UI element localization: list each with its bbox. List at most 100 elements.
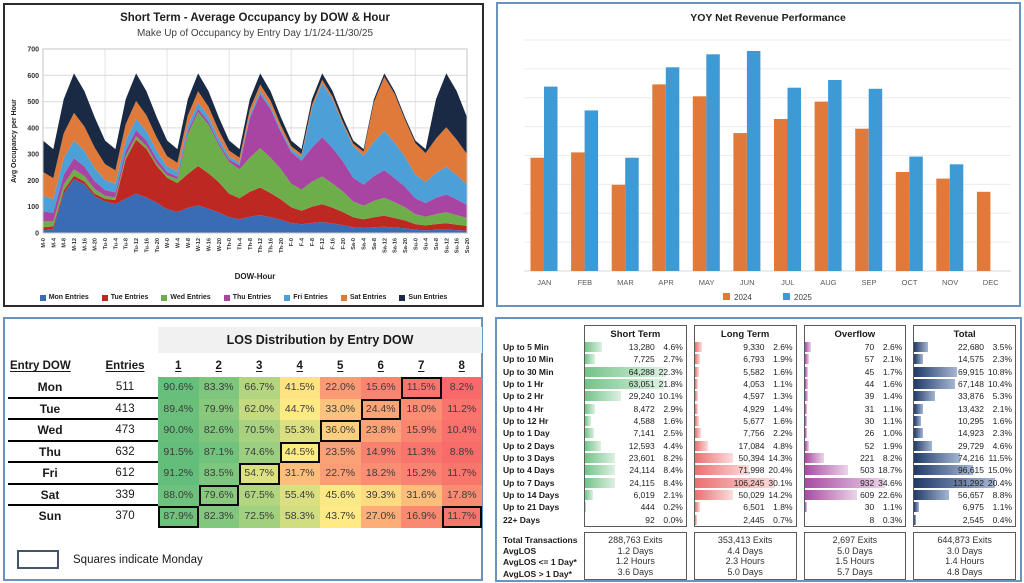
hist-bar [585, 391, 622, 402]
hist-pct: 2.1% [882, 354, 903, 365]
hist-row: 4,588 1.6% [585, 415, 686, 427]
hist-count: 6,975 [962, 502, 984, 513]
hist-count: 50,029 [738, 490, 765, 501]
hist-row: 57 2.1% [804, 353, 906, 365]
los-cell-wed-day7: 15.9% [401, 420, 442, 442]
hist-row-label: Up to 10 Min [503, 354, 554, 365]
x-tick-label: Su-20 [465, 238, 471, 253]
summary-row-labels: Total Transactions AvgLOS AvgLOS <= 1 Day*… [503, 532, 577, 580]
hist-bar [694, 342, 702, 352]
hist-pct: 0.2% [663, 502, 683, 513]
summary-value: 2.3 Hours [725, 556, 765, 567]
hist-bar [694, 490, 733, 501]
legend-label: 2024 [734, 293, 752, 302]
legend-label: Sat Entries [349, 294, 387, 301]
hist-bar [694, 379, 698, 390]
x-tick-label: Tu-0 [103, 238, 109, 249]
x-category-label: FEB [578, 278, 593, 287]
hist-row: 22,680 3.5% [914, 341, 1015, 353]
legend-swatch [783, 293, 790, 300]
x-tick-label: Su-0 [413, 238, 419, 250]
legend-swatch [161, 294, 168, 301]
summary-box-total: 644,873 Exits 3.0 Days 1.4 Hours 4.8 Days [913, 532, 1016, 581]
legend-swatch [223, 294, 230, 301]
x-tick-label: Su-12 [444, 238, 450, 253]
area-series-fri [43, 83, 467, 213]
hist-pct: 2.1% [992, 403, 1012, 414]
area-series-mon [43, 179, 467, 233]
hist-row-label: Up to 14 Days [503, 490, 560, 501]
x-tick-label: F-0 [289, 238, 295, 246]
hist-bar [914, 428, 924, 439]
hist-bar [585, 416, 591, 427]
los-cell-fri-day2: 83.5% [198, 463, 239, 485]
column-header-2: 2 [215, 360, 222, 372]
los-cell-sat-day8: 17.8% [441, 484, 482, 506]
hist-bar [585, 403, 596, 414]
bar-2025-jul [787, 87, 801, 271]
column-header-entries: Entries [105, 360, 145, 372]
hist-row: 5,677 1.6% [694, 415, 796, 427]
hist-pct: 1.0% [882, 428, 903, 439]
hist-count: 23,601 [628, 453, 655, 464]
x-tick-label: Th-0 [227, 238, 233, 250]
x-tick-label: Su-4 [424, 237, 430, 250]
y-tick-label: 500 [27, 99, 39, 106]
hist-row: 70 2.6% [804, 341, 906, 353]
x-category-label: AUG [820, 278, 836, 287]
hist-count: 24,114 [629, 465, 655, 476]
los-cell-tue-day5: 33.0% [320, 398, 361, 420]
summary-value: 644,873 Exits [937, 535, 992, 545]
hist-row: 8 0.3% [804, 514, 906, 526]
hist-row: 74,216 11.5% [914, 452, 1015, 464]
hist-pct: 2.6% [773, 342, 793, 352]
los-cell-wed-day2: 82.6% [198, 420, 239, 442]
hist-row-label: Up to 4 Days [503, 465, 555, 476]
hist-row: 67,148 10.4% [914, 378, 1015, 390]
hist-pct: 20.4% [987, 477, 1012, 488]
hist-pct: 4.6% [992, 440, 1012, 451]
hist-panel-total: Total 22,680 3.5% 14,575 2.3% 69,915 10.8% 67,1… [913, 325, 1016, 528]
summary-label: Total Transactions [503, 535, 578, 545]
hist-bar [914, 490, 949, 501]
hist-pct: 8.4% [663, 465, 683, 476]
hist-pct: 2.9% [663, 403, 683, 414]
hist-row: 444 0.2% [585, 501, 686, 513]
legend-label: Tue Entries [110, 294, 149, 301]
los-table-panel: LOS Distribution by Entry DOW Entry DOW E… [3, 317, 483, 581]
hist-panel-title: Short Term [610, 329, 661, 340]
hist-row: 29,240 10.1% [585, 390, 686, 402]
hist-pct: 2.2% [773, 428, 793, 439]
los-histograms-panel: Up to 5 Min Up to 10 Min Up to 30 Min Up to… [495, 317, 1022, 582]
hist-bar [585, 342, 602, 352]
hist-pct: 1.8% [773, 502, 793, 513]
hist-bar [804, 403, 808, 414]
bar-2024-nov [936, 178, 950, 271]
hist-pct: 2.3% [992, 354, 1012, 365]
hist-pct: 5.3% [992, 391, 1012, 402]
hist-row-label: Up to 2 Days [503, 440, 555, 451]
hist-bar [585, 366, 666, 377]
hist-pct: 30.1% [768, 477, 793, 488]
los-cell-tue-day3: 62.0% [239, 398, 280, 420]
hist-bar [585, 465, 616, 476]
occupancy-area-chart: Short Term - Average Occupancy by DOW & … [11, 12, 471, 281]
x-axis-title: DOW-Hour [235, 272, 276, 281]
hist-pct: 1.1% [992, 502, 1012, 513]
hist-bar [694, 453, 734, 464]
hist-bar [804, 440, 809, 451]
hist-bar [914, 391, 936, 402]
hist-count: 6,793 [743, 354, 765, 365]
hist-row: 14,575 2.3% [914, 353, 1015, 365]
entry-dow-sat: Sat [8, 485, 92, 506]
x-tick-label: Th-20 [279, 238, 285, 253]
hist-count: 8,472 [633, 403, 655, 414]
hist-count: 14,923 [958, 428, 984, 439]
bar-2024-feb [571, 152, 585, 271]
entry-dow-wed: Wed [8, 420, 92, 442]
hist-bar [585, 453, 615, 464]
yoy-revenue-panel: YOY Net Revenue Performance JAN FEB MAR APR M… [496, 2, 1021, 307]
bar-2024-jun [733, 133, 747, 271]
x-tick-label: Tu-8 [124, 238, 130, 249]
x-tick-label: W-20 [217, 238, 223, 251]
